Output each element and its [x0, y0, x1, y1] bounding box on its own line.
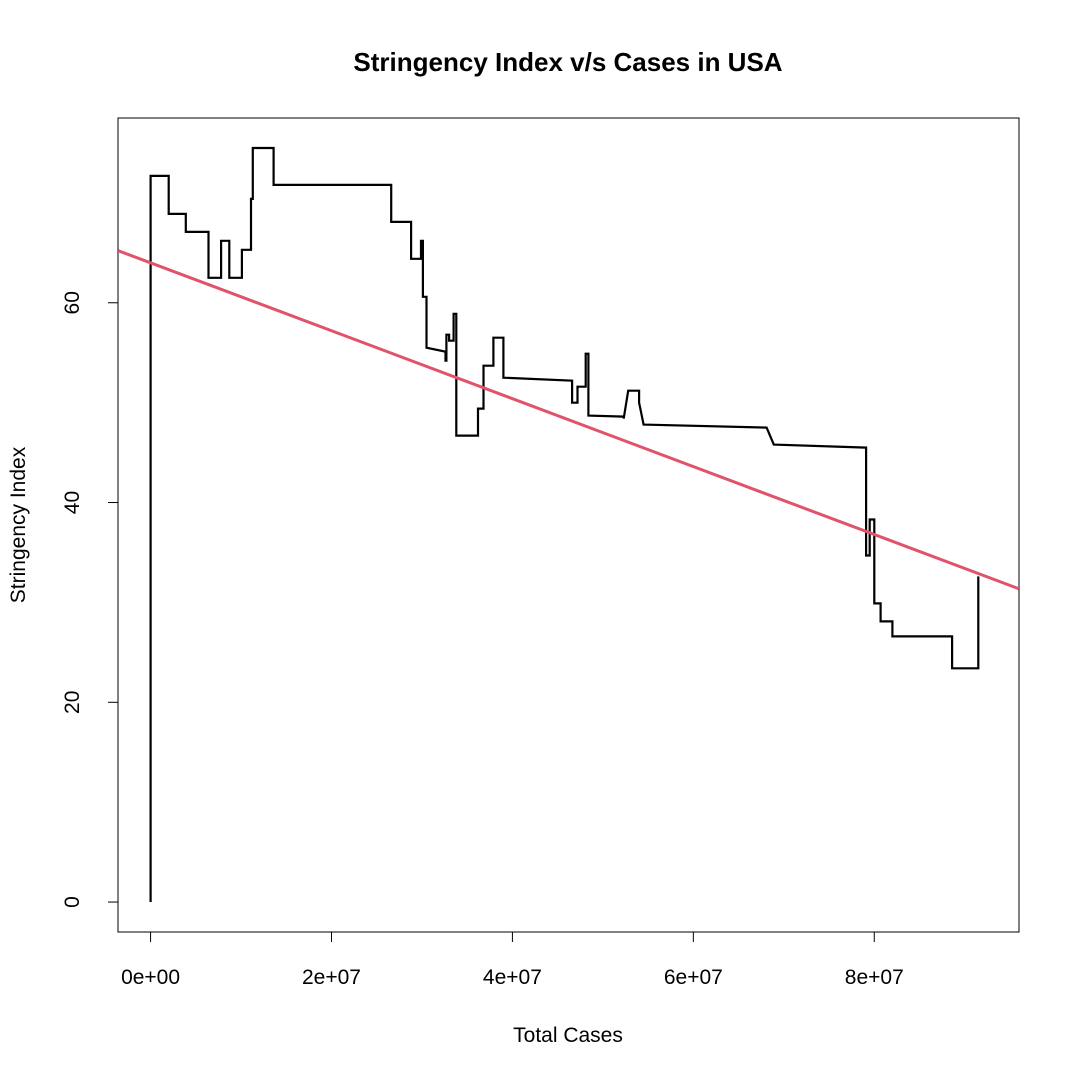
x-tick-label: 8e+07 [845, 966, 904, 989]
x-tick-label: 2e+07 [302, 966, 361, 989]
series-layer [118, 146, 1019, 902]
x-tick-label: 0e+00 [121, 966, 180, 989]
x-tick-label: 6e+07 [664, 966, 723, 989]
plot-frame [117, 117, 1020, 933]
y-axis: 0 20 40 60 [61, 291, 119, 908]
y-axis-label: Stringency Index [7, 446, 30, 603]
x-tick-label: 4e+07 [483, 966, 542, 989]
stringency-line [149, 146, 980, 902]
y-tick-label: 0 [61, 896, 84, 908]
chart-title: Stringency Index v/s Cases in USA [353, 47, 782, 77]
y-tick-label: 60 [61, 291, 84, 314]
y-tick-label: 40 [61, 491, 84, 514]
x-axis-label: Total Cases [513, 1024, 623, 1047]
y-tick-label: 20 [61, 691, 84, 714]
x-axis: 0e+00 2e+07 4e+07 6e+07 8e+07 [121, 931, 904, 989]
regression-line [118, 249, 1019, 591]
